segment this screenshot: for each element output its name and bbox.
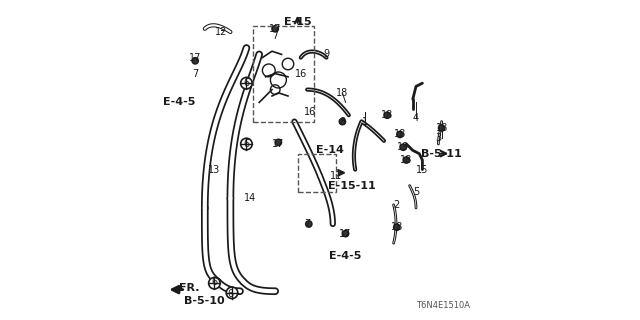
Text: 17: 17 bbox=[272, 139, 285, 149]
Text: 18: 18 bbox=[394, 129, 406, 140]
Circle shape bbox=[241, 138, 252, 150]
Text: 18: 18 bbox=[381, 110, 394, 120]
Text: E-4-5: E-4-5 bbox=[330, 251, 362, 261]
Circle shape bbox=[275, 139, 282, 146]
Text: 7: 7 bbox=[304, 219, 310, 229]
Text: 11: 11 bbox=[330, 171, 342, 181]
Circle shape bbox=[384, 112, 390, 118]
Circle shape bbox=[272, 26, 278, 32]
Text: E-15: E-15 bbox=[284, 17, 312, 28]
Circle shape bbox=[306, 221, 312, 227]
Text: 6: 6 bbox=[243, 78, 250, 88]
Circle shape bbox=[397, 131, 403, 138]
Circle shape bbox=[400, 144, 406, 150]
Text: 6: 6 bbox=[243, 139, 250, 149]
Text: 9: 9 bbox=[323, 49, 330, 60]
Text: 3: 3 bbox=[435, 132, 442, 143]
Circle shape bbox=[403, 157, 410, 163]
Text: 17: 17 bbox=[189, 52, 202, 63]
Text: E-14: E-14 bbox=[316, 145, 344, 156]
Text: 5: 5 bbox=[413, 187, 419, 197]
Text: 16: 16 bbox=[294, 68, 307, 79]
Text: 13: 13 bbox=[208, 164, 221, 175]
Circle shape bbox=[192, 58, 198, 64]
Text: 15: 15 bbox=[416, 164, 429, 175]
Circle shape bbox=[227, 287, 238, 299]
Text: 1: 1 bbox=[362, 116, 368, 127]
Text: 4: 4 bbox=[413, 113, 419, 124]
Text: B-5-10: B-5-10 bbox=[184, 296, 225, 306]
Text: E-15-11: E-15-11 bbox=[328, 180, 376, 191]
Text: T6N4E1510A: T6N4E1510A bbox=[417, 301, 470, 310]
Text: 14: 14 bbox=[243, 193, 256, 204]
Circle shape bbox=[241, 77, 252, 89]
Circle shape bbox=[394, 224, 400, 230]
Text: E-4-5: E-4-5 bbox=[163, 97, 195, 108]
Text: 7: 7 bbox=[192, 68, 198, 79]
Circle shape bbox=[438, 125, 445, 131]
Text: 6: 6 bbox=[227, 289, 234, 300]
Text: 18: 18 bbox=[400, 155, 413, 165]
Text: 18: 18 bbox=[435, 123, 448, 133]
Text: 19: 19 bbox=[397, 142, 410, 152]
Text: 18: 18 bbox=[390, 222, 403, 232]
Text: 2: 2 bbox=[394, 200, 400, 210]
Text: 12: 12 bbox=[214, 27, 227, 37]
Text: 8: 8 bbox=[339, 116, 346, 127]
Text: B-5-11: B-5-11 bbox=[421, 148, 462, 159]
Text: 6: 6 bbox=[211, 276, 218, 287]
Text: 18: 18 bbox=[336, 88, 349, 98]
Text: 16: 16 bbox=[304, 107, 317, 117]
Text: FR.: FR. bbox=[179, 283, 200, 293]
Circle shape bbox=[342, 230, 349, 237]
Circle shape bbox=[209, 277, 220, 289]
Text: 17: 17 bbox=[339, 228, 352, 239]
Circle shape bbox=[339, 118, 346, 125]
Text: 17: 17 bbox=[269, 24, 282, 34]
